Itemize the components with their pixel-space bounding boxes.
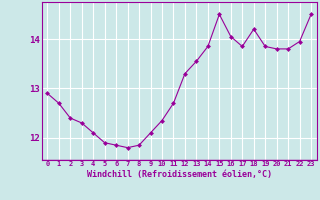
X-axis label: Windchill (Refroidissement éolien,°C): Windchill (Refroidissement éolien,°C) bbox=[87, 170, 272, 179]
